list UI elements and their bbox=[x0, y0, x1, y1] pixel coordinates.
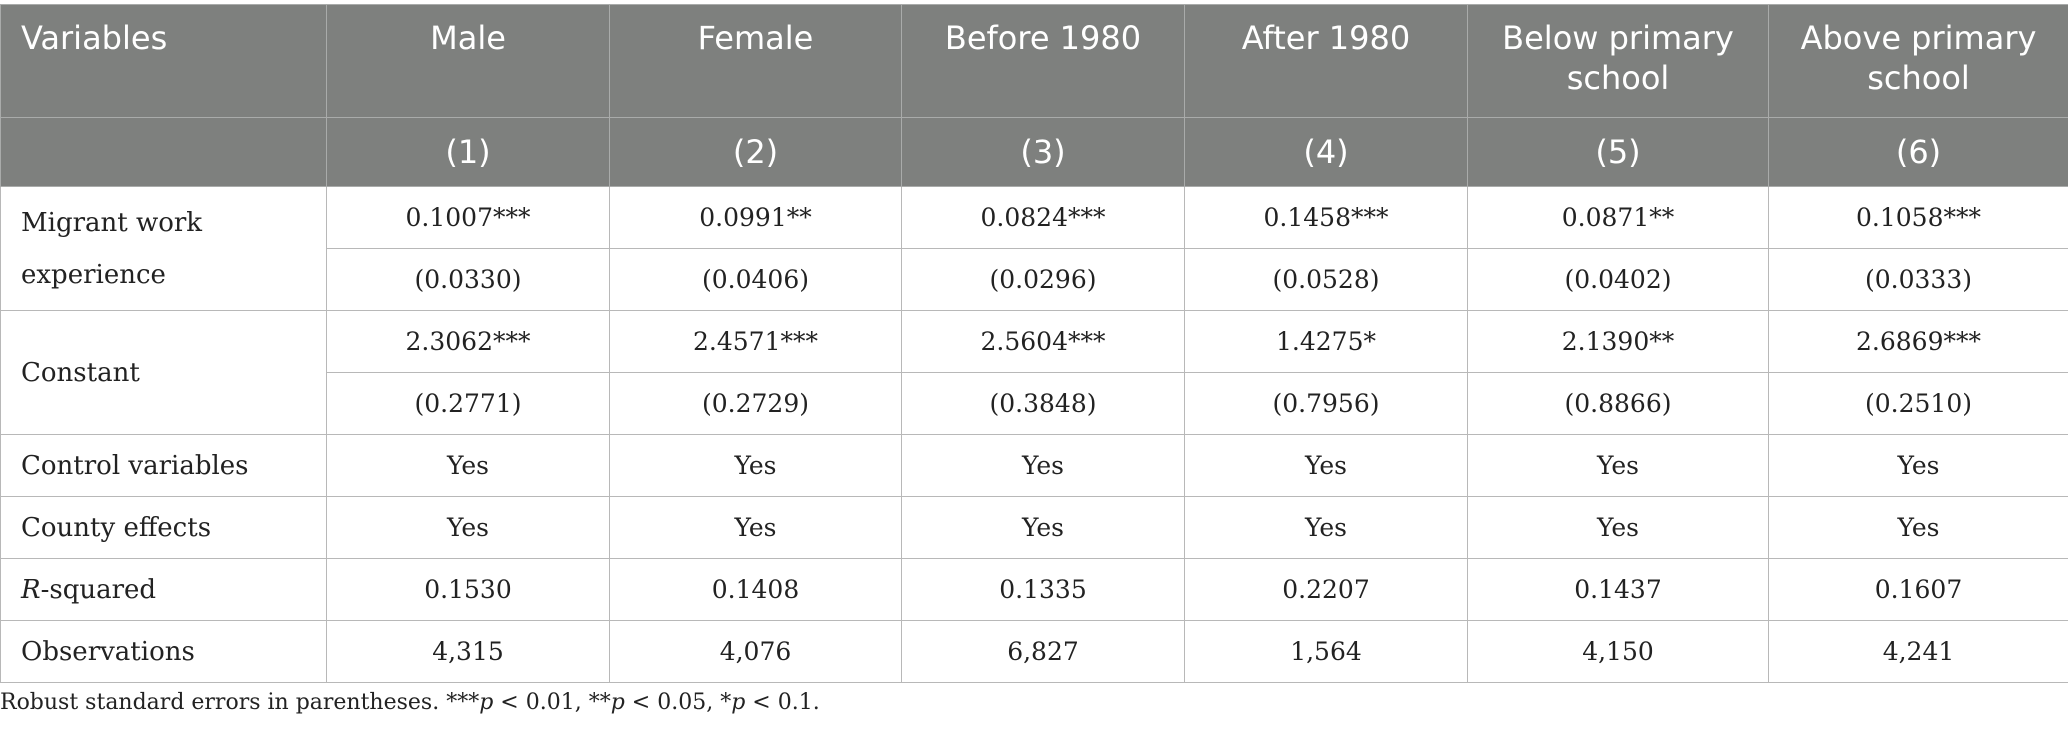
header-col-below-primary: Below primary school bbox=[1467, 4, 1769, 118]
footnote-p1: p bbox=[479, 690, 494, 715]
row-label-migrant: Migrant work experience bbox=[0, 186, 327, 311]
table-cell: 2.3062*** bbox=[326, 310, 610, 373]
table-cell: (0.0402) bbox=[1467, 248, 1769, 311]
table-row-rsquared: R-squared 0.1530 0.1408 0.1335 0.2207 0.… bbox=[0, 558, 2068, 621]
table-cell: 0.1335 bbox=[901, 558, 1185, 621]
header-empty-cell bbox=[0, 117, 327, 187]
header-num-5: (5) bbox=[1467, 117, 1769, 187]
regression-table: Variables Male Female Before 1980 After … bbox=[0, 4, 2068, 683]
table-footnote: Robust standard errors in parentheses. *… bbox=[0, 690, 820, 715]
header-row-numbers: (1) (2) (3) (4) (5) (6) bbox=[0, 117, 2068, 187]
table-cell: 0.0991** bbox=[609, 186, 902, 249]
table-row-constant-coef: Constant 2.3062*** 2.4571*** 2.5604*** 1… bbox=[0, 310, 2068, 435]
table-cell: Yes bbox=[1184, 496, 1468, 559]
table-header: Variables Male Female Before 1980 After … bbox=[0, 4, 2068, 187]
table-cell: 2.1390** bbox=[1467, 310, 1769, 373]
table-cell: 4,150 bbox=[1467, 620, 1769, 683]
table-cell: Yes bbox=[1467, 496, 1769, 559]
table-cell: 0.1007*** bbox=[326, 186, 610, 249]
header-col-female: Female bbox=[609, 4, 902, 118]
row-label-observations: Observations bbox=[0, 620, 327, 683]
table-row-controls: Control variables Yes Yes Yes Yes Yes Ye… bbox=[0, 434, 2068, 497]
table-cell: Yes bbox=[1768, 434, 2068, 497]
table-cell: 0.2207 bbox=[1184, 558, 1468, 621]
footnote-p3: p bbox=[731, 690, 746, 715]
header-num-1: (1) bbox=[326, 117, 610, 187]
table-cell: (0.2729) bbox=[609, 372, 902, 435]
table-cell: 0.1458*** bbox=[1184, 186, 1468, 249]
table-cell: 4,241 bbox=[1768, 620, 2068, 683]
table-row-county: County effects Yes Yes Yes Yes Yes Yes bbox=[0, 496, 2068, 559]
table-cell: 4,076 bbox=[609, 620, 902, 683]
header-col-above-primary: Above primary school bbox=[1768, 4, 2068, 118]
row-label-constant: Constant bbox=[0, 310, 327, 435]
table-row-migrant-coef: Migrant work experience 0.1007*** 0.0991… bbox=[0, 186, 2068, 311]
header-num-3: (3) bbox=[901, 117, 1185, 187]
header-num-4: (4) bbox=[1184, 117, 1468, 187]
table-cell: Yes bbox=[609, 496, 902, 559]
table-row-constant-se: (0.2771) (0.2729) (0.3848) (0.7956) (0.8… bbox=[1, 372, 2068, 435]
table-cell: Yes bbox=[1768, 496, 2068, 559]
footnote-mid2: < 0.05, * bbox=[624, 690, 732, 715]
table-cell: (0.0330) bbox=[326, 248, 610, 311]
table-cell: 0.1530 bbox=[326, 558, 610, 621]
footnote-p2: p bbox=[610, 690, 625, 715]
header-col-after-1980: After 1980 bbox=[1184, 4, 1468, 118]
table-cell: Yes bbox=[326, 434, 610, 497]
table-cell: Yes bbox=[1467, 434, 1769, 497]
header-variables: Variables bbox=[0, 4, 327, 118]
row-label-county: County effects bbox=[0, 496, 327, 559]
table-row-observations: Observations 4,315 4,076 6,827 1,564 4,1… bbox=[0, 620, 2068, 683]
table-cell: Yes bbox=[1184, 434, 1468, 497]
table-cell: 0.0871** bbox=[1467, 186, 1769, 249]
rsquared-italic-r: R bbox=[21, 574, 41, 605]
table-cell: 0.0824*** bbox=[901, 186, 1185, 249]
table-cell: (0.8866) bbox=[1467, 372, 1769, 435]
table-cell: Yes bbox=[901, 434, 1185, 497]
table-cell: 6,827 bbox=[901, 620, 1185, 683]
table-cell: (0.7956) bbox=[1184, 372, 1468, 435]
table-cell: (0.0333) bbox=[1768, 248, 2068, 311]
header-col-before-1980: Before 1980 bbox=[901, 4, 1185, 118]
table-cell: 0.1437 bbox=[1467, 558, 1769, 621]
header-row-labels: Variables Male Female Before 1980 After … bbox=[0, 4, 2068, 118]
table-cell: 1,564 bbox=[1184, 620, 1468, 683]
table-cell: 1.4275* bbox=[1184, 310, 1468, 373]
row-label-controls: Control variables bbox=[0, 434, 327, 497]
header-col-male: Male bbox=[326, 4, 610, 118]
table-cell: 2.6869*** bbox=[1768, 310, 2068, 373]
table-cell: (0.2510) bbox=[1768, 372, 2068, 435]
table-cell: 0.1607 bbox=[1768, 558, 2068, 621]
table-cell: (0.3848) bbox=[901, 372, 1185, 435]
rsquared-label-rest: -squared bbox=[40, 574, 157, 605]
table-cell: Yes bbox=[901, 496, 1185, 559]
table-cell: (0.0296) bbox=[901, 248, 1185, 311]
footnote-suffix: < 0.1. bbox=[745, 690, 820, 715]
table-body: Migrant work experience 0.1007*** 0.0991… bbox=[0, 186, 2068, 683]
table-cell: (0.2771) bbox=[326, 372, 610, 435]
footnote-mid1: < 0.01, ** bbox=[493, 690, 611, 715]
table-cell: Yes bbox=[609, 434, 902, 497]
table-cell: Yes bbox=[326, 496, 610, 559]
table-cell: (0.0406) bbox=[609, 248, 902, 311]
table-cell: 0.1058*** bbox=[1768, 186, 2068, 249]
row-label-rsquared: R-squared bbox=[0, 558, 327, 621]
table-cell: (0.0528) bbox=[1184, 248, 1468, 311]
header-num-6: (6) bbox=[1768, 117, 2068, 187]
table-cell: 4,315 bbox=[326, 620, 610, 683]
footnote-prefix: Robust standard errors in parentheses. *… bbox=[0, 690, 480, 715]
table-cell: 0.1408 bbox=[609, 558, 902, 621]
table-cell: 2.4571*** bbox=[609, 310, 902, 373]
table-cell: 2.5604*** bbox=[901, 310, 1185, 373]
header-num-2: (2) bbox=[609, 117, 902, 187]
